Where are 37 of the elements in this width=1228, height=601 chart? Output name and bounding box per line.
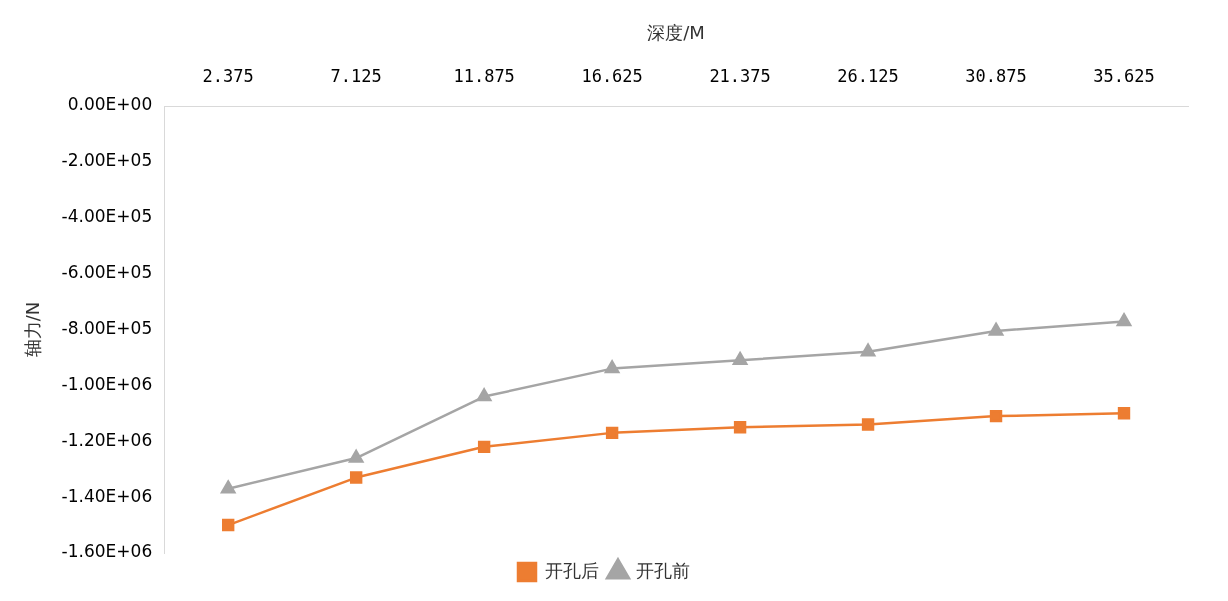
point: [860, 343, 876, 357]
x-tick-label: 2.375: [202, 66, 254, 87]
x-axis-title: 深度/M: [647, 22, 705, 44]
y-tick-label: -1.00E+06: [61, 373, 153, 394]
x-tick-label: 7.125: [330, 66, 382, 87]
point: [477, 440, 491, 454]
point: [604, 360, 620, 374]
x-tick-label: 35.625: [1093, 66, 1155, 87]
x-tick-label: 21.375: [709, 66, 771, 87]
y-tick-label: -8.00E+05: [61, 317, 153, 338]
x-tick-label: 11.875: [453, 66, 515, 87]
point: [1116, 313, 1132, 327]
x-tick-label: 26.125: [837, 66, 899, 87]
point: [989, 409, 1003, 423]
x-tick-label: 30.875: [965, 66, 1027, 87]
y-tick-label: -4.00E+05: [61, 206, 153, 227]
point: [733, 421, 747, 434]
point: [861, 418, 875, 431]
legend-label: 开孔前: [636, 559, 690, 581]
y-tick-label: -1.40E+06: [61, 485, 153, 506]
point: [348, 449, 364, 463]
y-tick-label: -1.20E+06: [61, 429, 153, 450]
x-tick-label: 16.625: [581, 66, 643, 87]
point: [221, 518, 235, 532]
point: [605, 426, 619, 440]
point: [349, 471, 363, 484]
point: [1117, 407, 1131, 420]
y-tick-label: -2.00E+05: [61, 150, 153, 171]
y-tick-label: -6.00E+05: [61, 262, 153, 283]
point: [220, 480, 236, 494]
legend-label: 开孔后: [545, 559, 599, 581]
point: [476, 388, 492, 402]
y-axis-title: 轴力/N: [22, 301, 44, 358]
y-tick-label: -1.60E+06: [61, 541, 153, 562]
point: [988, 322, 1004, 336]
point: [732, 351, 748, 365]
y-tick-label: 0.00E+00: [67, 94, 153, 115]
